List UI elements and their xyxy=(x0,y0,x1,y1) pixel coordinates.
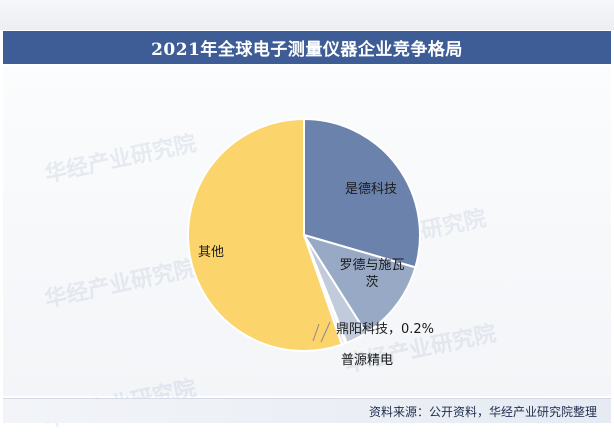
slice-label: 普源精电 xyxy=(341,353,393,368)
leader-line xyxy=(320,321,331,343)
chart-area: 华经产业研究院 华经产业研究院 华经产业研究院 华经产业研究院 华经产业研究院 … xyxy=(3,66,611,433)
slice-label: 鼎阳科技，0.2% xyxy=(336,322,434,337)
pie-slice xyxy=(187,117,344,352)
top-strip xyxy=(0,0,614,30)
slice-label: 是德科技 xyxy=(345,182,397,197)
title-bar: 2021年全球电子测量仪器企业竞争格局 xyxy=(3,31,611,64)
chart-title: 2021年全球电子测量仪器企业竞争格局 xyxy=(151,40,463,60)
slice-label: 其他 xyxy=(198,245,224,260)
pie-slice xyxy=(301,233,417,335)
slice-label: 罗德与施瓦茨 xyxy=(339,258,404,290)
source-note: 资料来源：公开资料，华经产业研究院整理 xyxy=(368,405,597,419)
pie-slice xyxy=(303,117,421,269)
source-bar: 资料来源：公开资料，华经产业研究院整理 xyxy=(3,398,611,423)
leader-line xyxy=(312,323,320,342)
